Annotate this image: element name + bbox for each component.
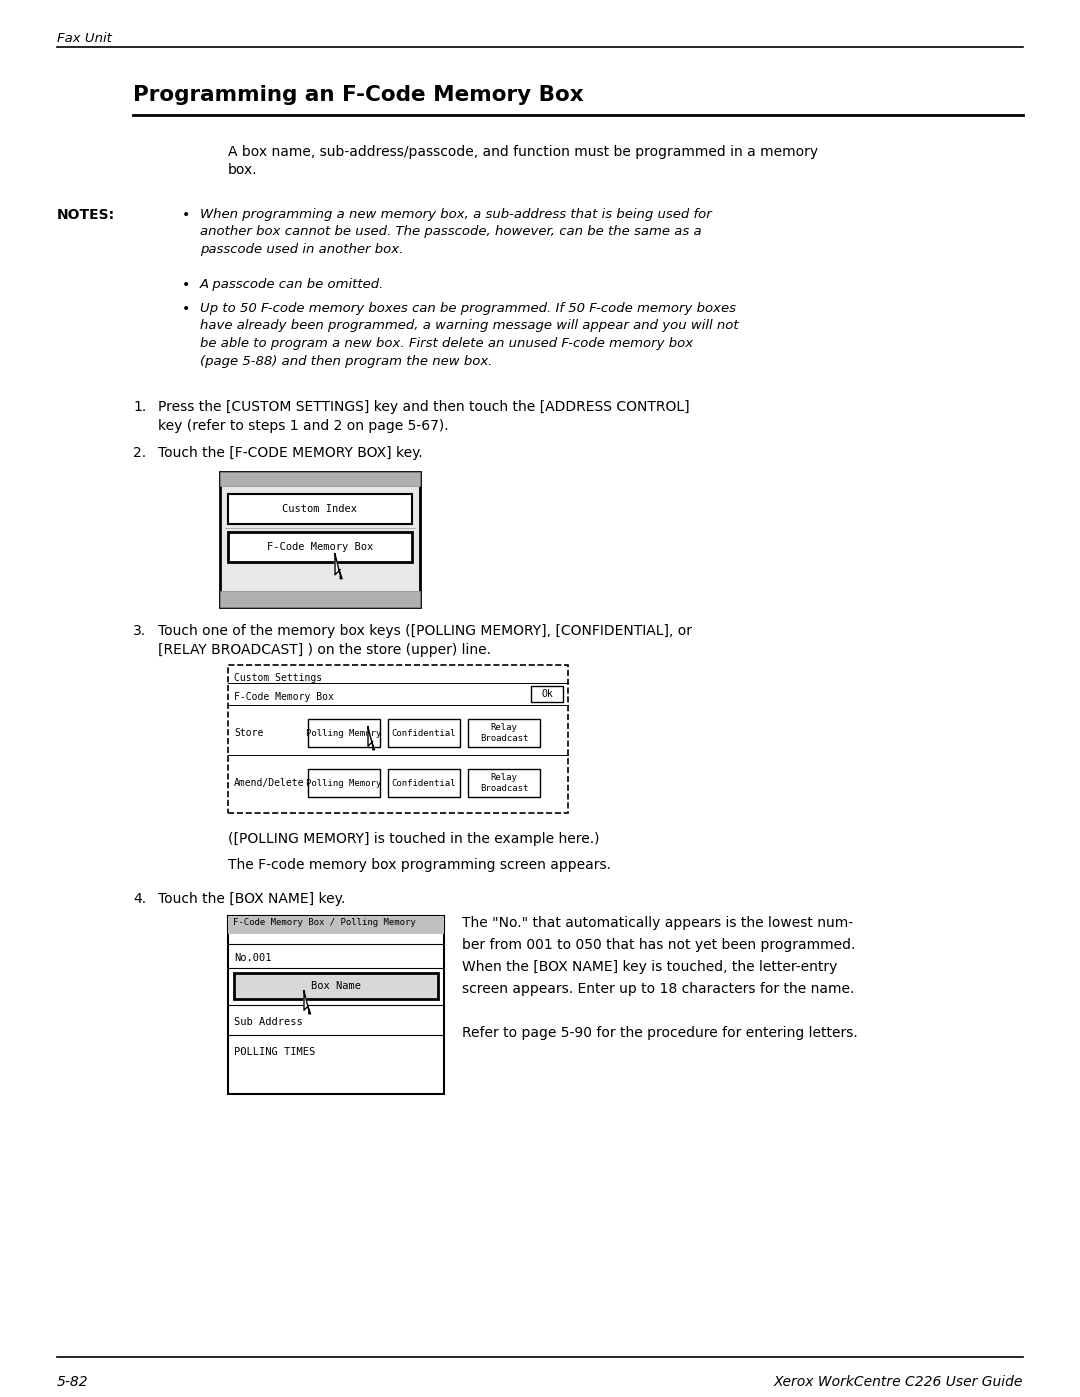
Text: Polling Memory: Polling Memory: [307, 728, 381, 738]
Text: •: •: [183, 278, 190, 292]
Bar: [228, 916, 444, 935]
Text: Confidential: Confidential: [392, 728, 456, 738]
Bar: [308, 768, 380, 798]
Bar: [228, 916, 444, 1094]
Text: A passcode can be omitted.: A passcode can be omitted.: [200, 278, 384, 291]
Text: 1.: 1.: [133, 400, 146, 414]
Text: The F-code memory box programming screen appears.: The F-code memory box programming screen…: [228, 858, 611, 872]
Text: Press the [CUSTOM SETTINGS] key and then touch the [ADDRESS CONTROL]
key (refer : Press the [CUSTOM SETTINGS] key and then…: [158, 400, 690, 433]
Bar: [468, 768, 540, 798]
Text: Up to 50 F-code memory boxes can be programmed. If 50 F-code memory boxes
have a: Up to 50 F-code memory boxes can be prog…: [200, 302, 739, 367]
Text: 2.: 2.: [133, 446, 146, 460]
Text: Programming an F-Code Memory Box: Programming an F-Code Memory Box: [133, 85, 583, 105]
Text: 4.: 4.: [133, 893, 146, 907]
Text: When programming a new memory box, a sub-address that is being used for
another : When programming a new memory box, a sub…: [200, 208, 712, 256]
Text: 5-82: 5-82: [57, 1375, 89, 1389]
Text: Relay
Broadcast: Relay Broadcast: [480, 774, 528, 792]
Bar: [308, 719, 380, 747]
Bar: [468, 719, 540, 747]
Bar: [220, 472, 420, 486]
Text: Xerox WorkCentre C226 User Guide: Xerox WorkCentre C226 User Guide: [773, 1375, 1023, 1389]
Text: Polling Memory: Polling Memory: [307, 778, 381, 788]
Bar: [531, 686, 563, 703]
Text: ([POLLING MEMORY] is touched in the example here.): ([POLLING MEMORY] is touched in the exam…: [228, 833, 599, 847]
Bar: [220, 591, 420, 608]
Bar: [234, 972, 438, 999]
Text: •: •: [183, 302, 190, 316]
Text: Fax Unit: Fax Unit: [57, 32, 112, 45]
Text: Amend/Delete: Amend/Delete: [234, 778, 305, 788]
Polygon shape: [368, 726, 375, 750]
Text: No.001: No.001: [234, 953, 271, 963]
Text: Refer to page 5-90 for the procedure for entering letters.: Refer to page 5-90 for the procedure for…: [462, 1025, 858, 1039]
Text: •: •: [183, 208, 190, 222]
Text: NOTES:: NOTES:: [57, 208, 116, 222]
Text: Ok: Ok: [541, 689, 553, 698]
Text: F-Code Memory Box: F-Code Memory Box: [267, 542, 373, 552]
Text: When the [BOX NAME] key is touched, the letter-entry: When the [BOX NAME] key is touched, the …: [462, 960, 837, 974]
Bar: [228, 665, 568, 813]
Text: F-Code Memory Box / Polling Memory: F-Code Memory Box / Polling Memory: [233, 918, 416, 928]
Text: Sub Address: Sub Address: [234, 1017, 302, 1027]
Polygon shape: [303, 990, 311, 1014]
Text: Relay
Broadcast: Relay Broadcast: [480, 724, 528, 743]
Text: Store: Store: [234, 728, 264, 738]
Text: A box name, sub-address/passcode, and function must be programmed in a memory
bo: A box name, sub-address/passcode, and fu…: [228, 145, 819, 177]
Text: F-Code Memory Box: F-Code Memory Box: [234, 692, 334, 703]
Text: Touch one of the memory box keys ([POLLING MEMORY], [CONFIDENTIAL], or
[RELAY BR: Touch one of the memory box keys ([POLLI…: [158, 624, 692, 657]
Text: The "No." that automatically appears is the lowest num-: The "No." that automatically appears is …: [462, 916, 853, 930]
Bar: [228, 532, 411, 562]
Text: screen appears. Enter up to 18 characters for the name.: screen appears. Enter up to 18 character…: [462, 982, 854, 996]
Text: Touch the [F-CODE MEMORY BOX] key.: Touch the [F-CODE MEMORY BOX] key.: [158, 446, 422, 460]
Text: Confidential: Confidential: [392, 778, 456, 788]
Bar: [220, 472, 420, 608]
Text: Touch the [BOX NAME] key.: Touch the [BOX NAME] key.: [158, 893, 346, 907]
Text: ber from 001 to 050 that has not yet been programmed.: ber from 001 to 050 that has not yet bee…: [462, 937, 855, 951]
Text: Custom Index: Custom Index: [283, 504, 357, 514]
Bar: [228, 495, 411, 524]
Text: POLLING TIMES: POLLING TIMES: [234, 1046, 315, 1058]
Text: Box Name: Box Name: [311, 981, 361, 990]
Polygon shape: [335, 555, 342, 578]
Bar: [388, 768, 460, 798]
Bar: [388, 719, 460, 747]
Text: Custom Settings: Custom Settings: [234, 673, 322, 683]
Text: 3.: 3.: [133, 624, 146, 638]
